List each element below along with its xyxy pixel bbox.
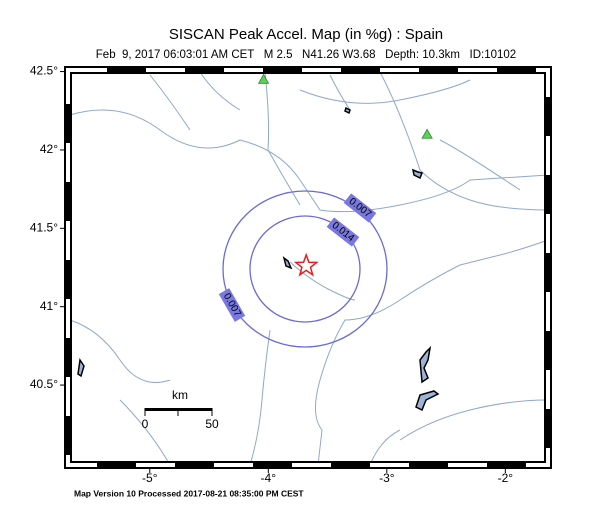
scale-unit: km [172, 388, 188, 402]
title: SISCAN Peak Accel. Map (in %g) : Spain [169, 26, 443, 43]
station [257, 73, 270, 84]
scale-bar: km 0 50 [142, 388, 219, 431]
contour [222, 190, 388, 348]
label-box [326, 217, 360, 247]
x-tick-label: -3° [379, 471, 395, 485]
y-tick-label: 41.5° [30, 220, 58, 234]
river [69, 109, 549, 213]
river [149, 71, 301, 206]
station [421, 128, 433, 139]
y-tick-label: 42.5° [30, 64, 58, 78]
footer: Map Version 10 Processed 2017-08-21 08:3… [74, 488, 304, 498]
river [315, 239, 549, 466]
map-frame-pattern [66, 68, 550, 467]
contour [249, 215, 361, 323]
scale-label: 0 [142, 417, 149, 431]
y-tick-label: 42° [40, 142, 58, 156]
river [299, 79, 521, 191]
label-box [218, 288, 246, 322]
map-body: 0.007 0.014 0.007 km 0 50 [64, 66, 552, 469]
lake [282, 106, 424, 270]
river [329, 71, 549, 211]
epicenter [293, 252, 319, 277]
label-box [343, 193, 377, 223]
y-tick-label: 41° [40, 299, 58, 313]
x-tick-label: -5° [142, 471, 158, 485]
x-tick-label: -4° [261, 471, 277, 485]
lake [77, 345, 440, 412]
scale-label: 50 [205, 417, 219, 431]
subtitle: Feb 9, 2017 06:03:01 AM CET M 2.5 N41.26… [96, 49, 516, 61]
x-tick-label: -2° [498, 471, 514, 485]
y-tick-label: 40.5° [30, 377, 58, 391]
map-background [68, 70, 548, 465]
river [69, 319, 549, 466]
